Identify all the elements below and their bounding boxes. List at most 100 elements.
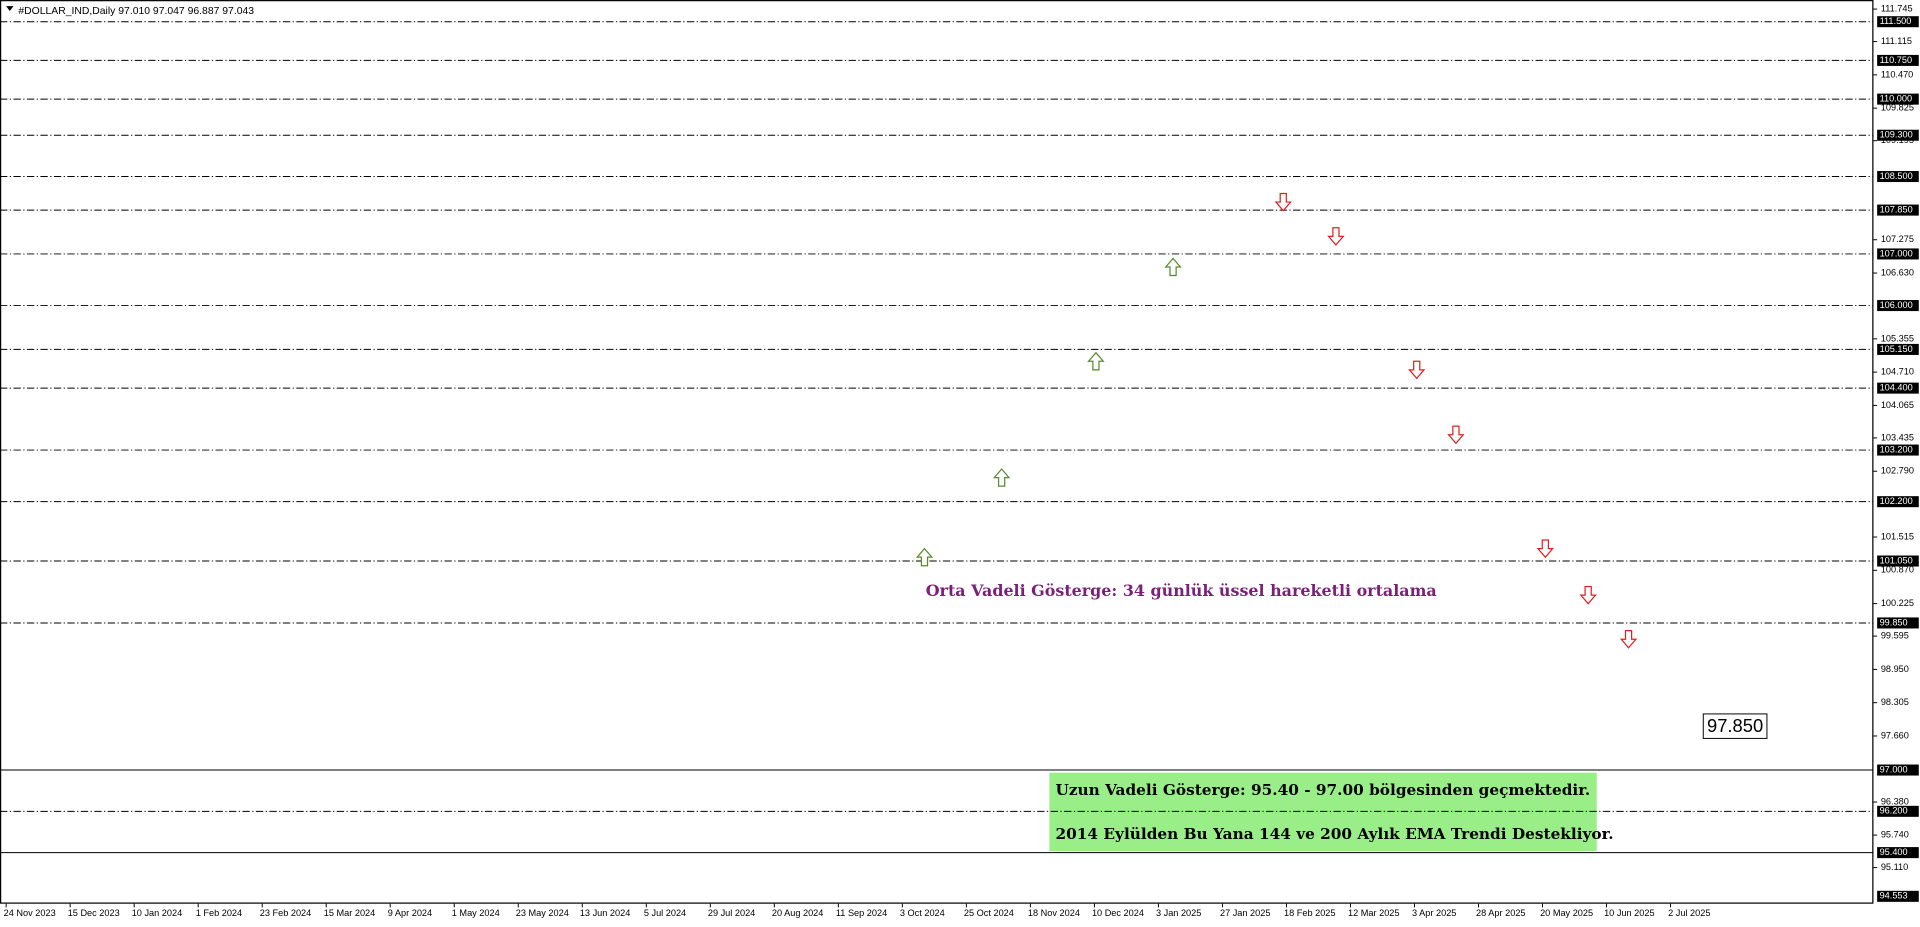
x-tick-label: 10 Jun 2025 [1604,908,1655,918]
x-tick-label: 3 Jan 2025 [1156,908,1201,918]
y-tick-label: 95.110 [1881,862,1908,872]
level-badge [1877,129,1919,141]
level-label: 110.000 [1880,94,1912,104]
annotation: Orta Vadeli Gösterge: 34 günlük üssel ha… [926,581,1437,600]
y-tick-label: 101.515 [1881,531,1914,541]
x-tick-label: 18 Nov 2024 [1028,908,1080,918]
x-tick-label: 18 Feb 2025 [1284,908,1336,918]
y-tick-label: 102.790 [1881,466,1914,476]
ema-badge [1702,713,1768,739]
level-badge [1877,171,1919,183]
level-label: 102.200 [1880,496,1913,506]
y-tick-label: 98.950 [1881,664,1909,674]
y-tick-label: 106.630 [1881,267,1914,277]
level-label: 95.400 [1880,847,1908,857]
y-tick-label: 97.660 [1881,730,1909,740]
annotation-box [1049,772,1597,852]
x-tick-label: 15 Dec 2023 [68,908,120,918]
y-tick-label: 111.115 [1881,36,1912,46]
level-label: 108.500 [1880,171,1913,181]
y-tick-label: 105.355 [1881,333,1914,343]
level-badge [1877,847,1919,859]
y-tick-label: 100.870 [1881,565,1914,575]
level-label: 94.553 [1880,891,1908,901]
x-tick-label: 27 Jan 2025 [1220,908,1271,918]
level-label: 103.200 [1880,444,1913,454]
x-tick-label: 5 Jul 2024 [644,908,686,918]
level-badge [1877,496,1919,508]
level-label: 107.000 [1880,248,1913,258]
level-badge [1877,805,1919,817]
plot-frame [0,0,1874,904]
level-label: 104.400 [1880,383,1913,393]
up-arrow [1164,257,1182,277]
y-tick-label: 103.435 [1881,432,1914,442]
x-tick-label: 10 Jan 2024 [132,908,183,918]
x-tick-label: 3 Oct 2024 [900,908,945,918]
y-tick-label: 109.825 [1881,103,1914,113]
up-arrow [1087,351,1105,371]
annotation: 2014 Eylülden Bu Yana 144 ve 200 Aylık E… [1056,825,1614,843]
level-label: 97.000 [1880,764,1908,774]
x-tick-label: 25 Oct 2024 [964,908,1014,918]
level-badge [1877,890,1919,902]
y-tick-label: 95.740 [1881,829,1909,839]
x-tick-label: 29 Jul 2024 [708,908,755,918]
y-tick-label: 98.305 [1881,697,1909,707]
level-label: 106.000 [1880,300,1913,310]
down-arrow [1274,192,1292,212]
x-tick-label: 24 Nov 2023 [4,908,56,918]
x-tick-label: 20 May 2025 [1540,908,1593,918]
level-badge [1877,764,1919,776]
x-tick-label: 10 Dec 2024 [1092,908,1144,918]
x-tick-label: 3 Apr 2025 [1412,908,1456,918]
level-label: 110.750 [1880,55,1912,65]
down-arrow [1447,425,1465,445]
x-tick-label: 23 Feb 2024 [260,908,312,918]
y-tick-label: 99.595 [1881,631,1909,641]
up-arrow [915,547,934,567]
x-tick-label: 1 Feb 2024 [196,908,242,918]
level-badge [1877,343,1919,355]
y-tick-label: 100.225 [1881,598,1914,608]
x-tick-label: 9 Apr 2024 [388,908,432,918]
level-label: 99.850 [1880,617,1908,627]
down-arrow [1579,585,1597,605]
down-arrow [1327,227,1345,246]
y-tick-label: 107.275 [1881,234,1914,244]
level-badge [1877,93,1919,105]
down-arrow [1536,539,1554,559]
level-label: 107.850 [1880,205,1913,215]
level-badge [1877,555,1919,567]
x-tick-label: 20 Aug 2024 [772,908,824,918]
chart-title: #DOLLAR_IND,Daily 97.010 97.047 96.887 9… [18,6,254,17]
level-badge [1877,617,1919,629]
level-badge [1877,16,1919,28]
level-label: 101.050 [1880,555,1913,565]
level-label: 109.300 [1880,130,1913,140]
x-tick-label: 11 Sep 2024 [836,908,887,918]
x-tick-label: 2 Jul 2025 [1668,908,1710,918]
annotation: Uzun Vadeli Gösterge: 95.40 - 97.00 bölg… [1056,781,1591,799]
x-tick-label: 28 Apr 2025 [1476,908,1525,918]
level-label: 105.150 [1880,344,1913,354]
x-tick-label: 1 May 2024 [452,908,500,918]
down-arrow [1408,360,1426,380]
level-badge [1877,54,1919,66]
level-label: 96.200 [1880,806,1908,816]
y-tick-label: 104.710 [1881,367,1914,377]
x-tick-label: 15 Mar 2024 [324,908,375,918]
y-tick-label: 104.065 [1881,400,1914,410]
y-tick-label: 111.745 [1881,3,1913,13]
level-badge [1877,444,1919,456]
level-badge [1877,382,1919,394]
menu-arrow [6,6,14,12]
level-label: 111.500 [1880,16,1912,26]
y-tick-label: 96.380 [1881,796,1909,806]
down-arrow [1619,630,1638,649]
y-tick-label: 110.470 [1881,69,1913,79]
ema-badge-label: 97.850 [1707,715,1763,736]
level-badge [1877,248,1919,260]
